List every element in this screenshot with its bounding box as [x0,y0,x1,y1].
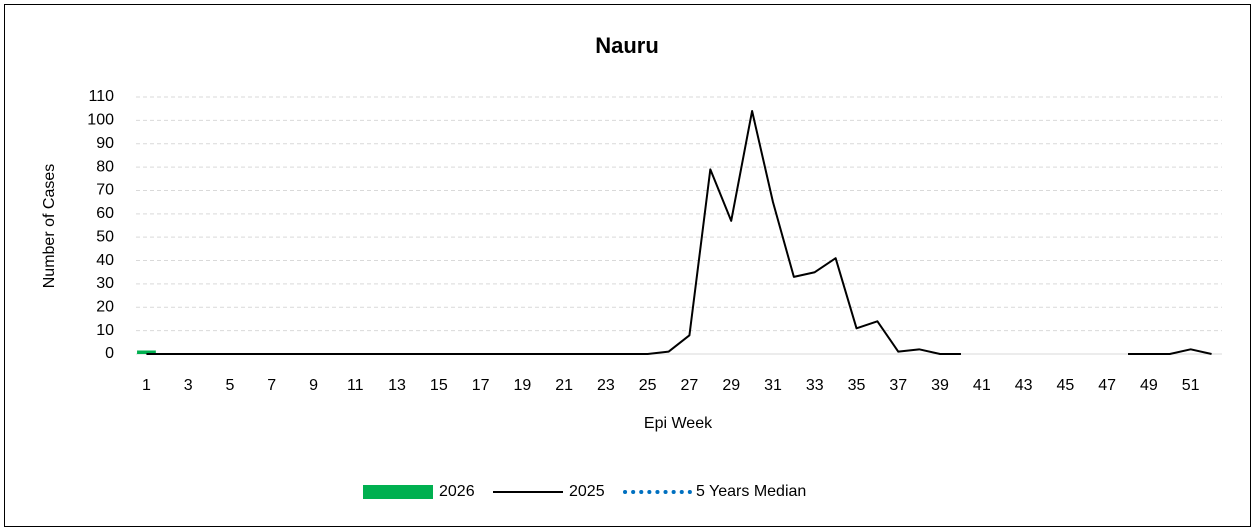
line [146,110,961,355]
x-tick-label: 17 [472,377,490,394]
x-tick-label: 31 [764,377,782,394]
x-tick-label: 5 [226,377,235,394]
legend-label: 5 Years Median [696,483,806,500]
x-tick-label: 39 [931,377,949,394]
y-tick-label: 40 [96,252,114,269]
line [1128,348,1212,355]
y-tick-label: 50 [96,228,114,245]
legend-swatch [363,485,433,499]
x-tick-label: 27 [681,377,699,394]
legend-label: 2025 [569,483,605,500]
x-axis-title: Epi Week [644,415,713,432]
x-tick-label: 19 [513,377,531,394]
x-tick-label: 43 [1015,377,1033,394]
bar [137,350,156,354]
y-tick-label: 70 [96,182,114,199]
chart-title: Nauru [595,33,659,58]
x-tick-label: 11 [347,377,364,394]
chart-border [4,4,1251,527]
x-tick-label: 13 [388,377,406,394]
y-tick-label: 10 [96,322,114,339]
x-tick-label: 21 [555,377,573,394]
x-tick-label: 25 [639,377,657,394]
x-tick-label: 45 [1056,377,1074,394]
x-tick-label: 1 [142,377,151,394]
y-axis-title: Number of Cases [41,164,58,289]
y-tick-label: 100 [87,112,114,129]
x-tick-label: 51 [1182,377,1200,394]
y-tick-label: 20 [96,298,114,315]
y-tick-label: 60 [96,205,114,222]
x-tick-label: 47 [1098,377,1116,394]
x-tick-label: 3 [184,377,193,394]
x-tick-label: 15 [430,377,448,394]
x-tick-label: 23 [597,377,615,394]
x-tick-label: 29 [722,377,740,394]
x-tick-label: 37 [889,377,907,394]
x-tick-label: 33 [806,377,824,394]
x-tick-label: 35 [848,377,866,394]
legend-label: 2026 [439,483,475,500]
x-tick-label: 41 [973,377,991,394]
x-tick-label: 49 [1140,377,1158,394]
y-tick-label: 90 [96,135,114,152]
y-tick-label: 110 [88,88,114,105]
y-tick-label: 30 [96,275,114,292]
x-tick-label: 9 [309,377,318,394]
x-tick-label: 7 [267,377,276,394]
y-tick-label: 80 [96,158,114,175]
y-tick-label: 0 [105,345,114,362]
